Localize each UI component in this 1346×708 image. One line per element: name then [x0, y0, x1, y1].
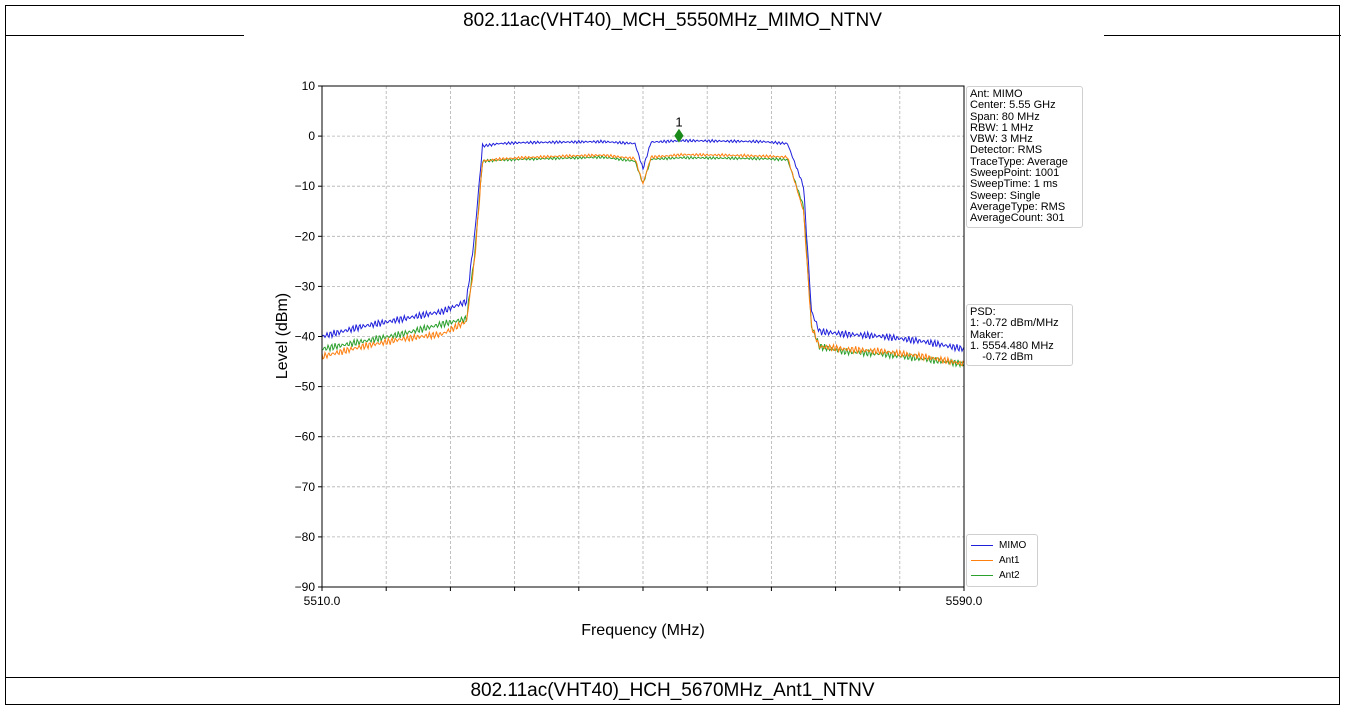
- y-axis-label: Level (dBm): [274, 293, 291, 379]
- legend-swatch-mimo: [971, 544, 993, 547]
- settings-line: RBW: 1 MHz: [970, 121, 1034, 134]
- spectrum-figure: 1 5510.0 5590.0 10 0 −10 −20 −30 −40 −50 −60 −70 −8…: [249, 44, 1109, 679]
- legend-label-ant1: Ant1: [999, 555, 1020, 566]
- psd-line: 1. 5554.480 MHz: [970, 339, 1054, 352]
- title-rule-left: [6, 35, 244, 36]
- grid: [322, 86, 964, 587]
- psd-result-box: PSD: 1: -0.72 dBm/MHz Maker: 1. 5554.480…: [966, 304, 1073, 367]
- document-frame: 802.11ac(VHT40)_MCH_5550MHz_MIMO_NTNV 1 …: [5, 5, 1341, 705]
- axes: 5510.0 5590.0 10 0 −10 −20 −30 −40 −50 −60 −70 −80 −…: [295, 79, 983, 608]
- y-tick-label: −40: [295, 330, 316, 344]
- y-tick-label: 10: [302, 79, 316, 93]
- legend-swatch-ant1: [971, 559, 993, 562]
- settings-line: Center: 5.55 GHz: [970, 99, 1056, 112]
- legend-label-ant2: Ant2: [999, 570, 1020, 581]
- y-tick-label: −70: [295, 480, 316, 494]
- settings-line: SweepPoint: 1001: [970, 167, 1060, 180]
- settings-line: Sweep: Single: [970, 189, 1041, 202]
- legend-swatch-ant2: [971, 574, 993, 577]
- settings-line: Detector: RMS: [970, 144, 1043, 157]
- series-line-ant1: [321, 152, 965, 367]
- title-rule-right: [1104, 35, 1341, 36]
- settings-line: Span: 80 MHz: [970, 110, 1040, 123]
- measurement-settings-box: Ant: MIMO Center: 5.55 GHz Span: 80 MHz …: [966, 86, 1083, 228]
- y-tick-label: 0: [308, 129, 315, 143]
- settings-line: AverageCount: 301: [970, 212, 1065, 225]
- next-section-title: 802.11ac(VHT40)_HCH_5670MHz_Ant1_NTNV: [6, 677, 1339, 704]
- legend-label-mimo: MIMO: [999, 540, 1027, 551]
- x-tick-label: 5510.0: [304, 594, 341, 608]
- marker-label: 1: [675, 115, 682, 130]
- settings-line: TraceType: Average: [970, 155, 1068, 168]
- y-tick-label: −50: [295, 380, 316, 394]
- y-tick-label: −30: [295, 279, 316, 293]
- legend-item-ant2: Ant2: [971, 568, 1033, 583]
- peak-marker: 1: [674, 115, 684, 143]
- settings-line: VBW: 3 MHz: [970, 133, 1033, 146]
- y-tick-label: −10: [295, 179, 316, 193]
- y-tick-label: −20: [295, 229, 316, 243]
- series-line-mimo: [321, 138, 965, 353]
- psd-line: Maker:: [970, 328, 1004, 341]
- legend: MIMO Ant1 Ant2: [966, 534, 1038, 587]
- legend-item-mimo: MIMO: [971, 538, 1033, 553]
- y-tick-label: −90: [295, 580, 316, 594]
- legend-item-ant1: Ant1: [971, 553, 1033, 568]
- psd-line: 1: -0.72 dBm/MHz: [970, 317, 1059, 330]
- x-tick-label: 5590.0: [946, 594, 983, 608]
- y-tick-label: −60: [295, 430, 316, 444]
- series-lines: [321, 138, 965, 369]
- settings-line: AverageType: RMS: [970, 200, 1066, 213]
- page-title: 802.11ac(VHT40)_MCH_5550MHz_MIMO_NTNV: [463, 10, 882, 31]
- y-tick-label: −80: [295, 530, 316, 544]
- spectrum-chart: 1 5510.0 5590.0 10 0 −10 −20 −30 −40 −50 −60 −70 −8…: [274, 79, 983, 639]
- settings-line: SweepTime: 1 ms: [970, 178, 1058, 191]
- settings-line: Ant: MIMO: [970, 88, 1023, 100]
- psd-line: -0.72 dBm: [970, 351, 1033, 364]
- marker-diamond: [674, 128, 684, 143]
- x-axis-label: Frequency (MHz): [581, 622, 705, 639]
- psd-line: PSD:: [970, 306, 996, 318]
